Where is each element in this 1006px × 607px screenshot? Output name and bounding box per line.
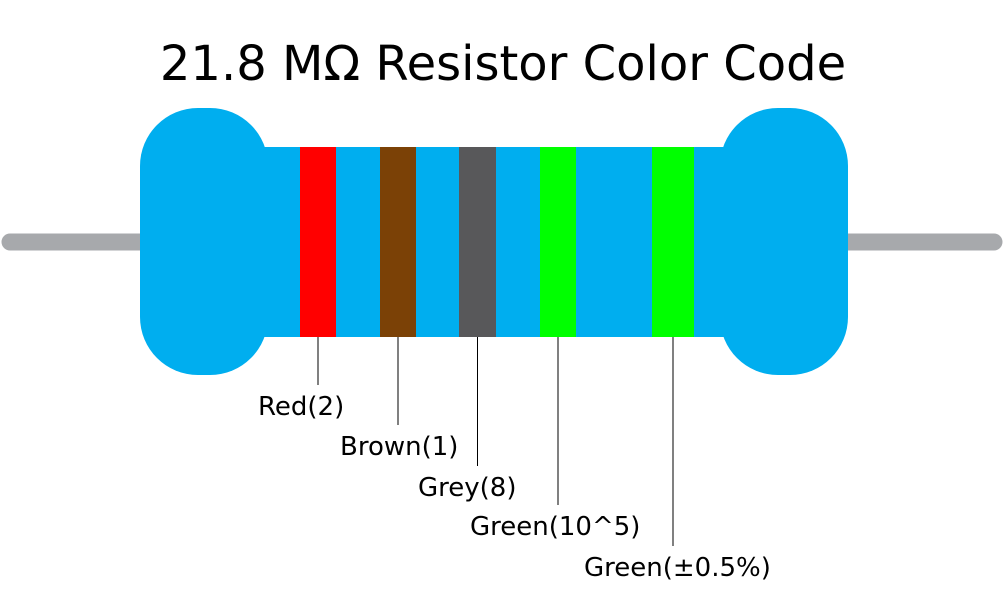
band-label: Green(±0.5%) [584,553,771,583]
band-label: Brown(1) [340,432,458,462]
band-label: Grey(8) [418,473,516,503]
title: 21.8 MΩ Resistor Color Code [160,36,846,92]
color-band [459,147,496,337]
color-band [540,147,576,337]
body-cap-right [720,108,848,375]
color-band [300,147,336,337]
color-band [380,147,416,337]
body-cap-left [140,108,268,375]
band-label: Red(2) [258,392,344,422]
band-label: Green(10^5) [470,512,640,542]
color-band [652,147,694,337]
